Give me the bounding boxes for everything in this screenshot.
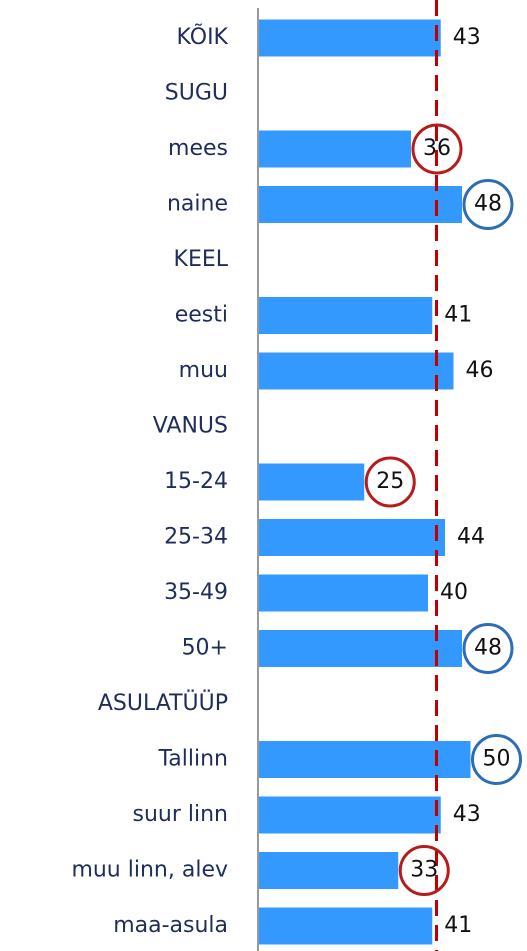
- value-label: 25: [376, 469, 404, 494]
- value-label: 36: [423, 136, 451, 161]
- highlight-circle: [462, 623, 514, 674]
- category-label: VANUS: [153, 414, 228, 439]
- category-label: KEEL: [174, 247, 229, 272]
- value-label: 48: [474, 636, 502, 661]
- category-label: muu linn, alev: [71, 858, 228, 883]
- category-label: 15-24: [164, 469, 228, 494]
- value-label: 40: [440, 580, 468, 605]
- bar: [258, 630, 462, 667]
- bar: [258, 352, 454, 390]
- category-label: suur linn: [133, 802, 229, 827]
- bar: [258, 907, 433, 945]
- category-label: KÕIK: [177, 23, 229, 50]
- bar: [258, 574, 428, 612]
- highlight-circle: [471, 734, 522, 785]
- value-label: 50: [483, 747, 511, 772]
- category-label: eesti: [175, 303, 228, 328]
- value-label: 44: [457, 525, 485, 550]
- value-label: 33: [410, 858, 438, 883]
- category-label: maa-asula: [113, 913, 228, 938]
- value-label: 41: [444, 303, 472, 328]
- bar: [258, 130, 411, 168]
- highlight-circle: [398, 845, 450, 896]
- category-label: 50+: [182, 636, 228, 661]
- category-label: SUGU: [165, 81, 228, 106]
- bar: [258, 519, 445, 556]
- bar: [258, 852, 399, 889]
- bar: [258, 297, 433, 334]
- value-label: 43: [453, 802, 481, 827]
- category-label: 35-49: [164, 580, 228, 605]
- bar: [258, 19, 441, 57]
- value-label: 46: [466, 358, 494, 383]
- highlight-circle: [364, 456, 416, 508]
- category-label: Tallinn: [157, 747, 228, 772]
- category-label: mees: [168, 136, 228, 161]
- highlight-circle: [411, 123, 463, 175]
- bar: [258, 463, 365, 501]
- category-label: muu: [179, 358, 228, 383]
- bar: [258, 796, 441, 834]
- bar: [258, 186, 462, 223]
- highlight-circle: [462, 179, 514, 230]
- value-label: 43: [453, 25, 481, 50]
- category-label: ASULATÜÜP: [98, 690, 228, 716]
- category-label: naine: [167, 192, 228, 217]
- category-label: 25-34: [164, 525, 228, 550]
- value-label: 48: [474, 192, 502, 217]
- value-label: 41: [444, 913, 472, 938]
- bar: [258, 741, 471, 778]
